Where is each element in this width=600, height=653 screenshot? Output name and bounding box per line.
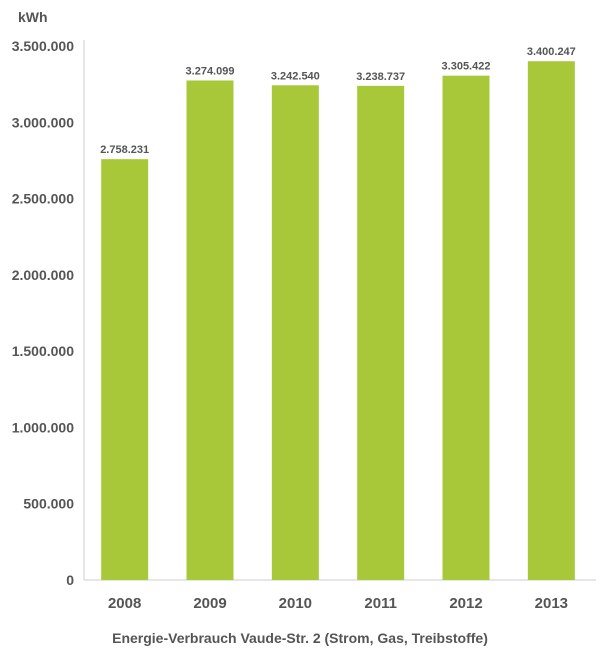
y-tick-label: 2.000.000	[12, 267, 74, 283]
data-label-2009: 3.274.099	[186, 65, 235, 77]
bar-2008	[101, 159, 149, 580]
x-tick-label: 2009	[193, 595, 226, 612]
bar-2013	[527, 61, 575, 580]
bar-2011	[357, 85, 405, 580]
chart-caption: Energie-Verbrauch Vaude-Str. 2 (Strom, G…	[112, 630, 488, 646]
data-label-2010: 3.242.540	[271, 70, 320, 82]
y-tick-label: 3.500.000	[12, 38, 74, 54]
y-tick-label: 0	[66, 572, 74, 588]
bar-2012	[442, 75, 490, 580]
bar-2010	[271, 85, 319, 580]
y-tick-label: 3.000.000	[12, 114, 74, 130]
x-tick-label: 2008	[108, 595, 141, 612]
y-axis-unit-label: kWh	[18, 9, 48, 25]
data-label-2011: 3.238.737	[356, 71, 405, 83]
x-tick-label: 2011	[364, 595, 397, 612]
y-tick-label: 1.500.000	[12, 343, 74, 359]
x-axis-ticks: 2008 2009 2010 2011 2012 2013	[108, 595, 568, 612]
x-tick-label: 2012	[449, 595, 482, 612]
data-labels: 2.758.231 3.274.099 3.242.540 3.238.737 3.30…	[100, 46, 576, 156]
data-label-2008: 2.758.231	[100, 144, 149, 156]
x-tick-label: 2013	[535, 595, 568, 612]
bar-2009	[186, 80, 234, 581]
data-label-2012: 3.305.422	[442, 61, 491, 73]
x-tick-label: 2010	[279, 595, 312, 612]
y-tick-label: 1.000.000	[12, 419, 74, 435]
y-tick-label: 500.000	[23, 496, 74, 512]
data-label-2013: 3.400.247	[527, 46, 576, 58]
y-tick-label: 2.500.000	[12, 191, 74, 207]
bars	[101, 61, 575, 581]
y-axis-ticks: 0 500.000 1.000.000 1.500.000 2.000.000 2.500…	[12, 38, 75, 588]
